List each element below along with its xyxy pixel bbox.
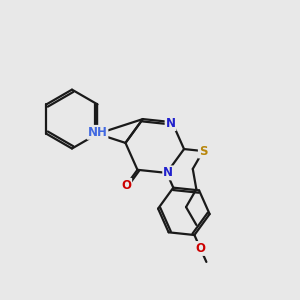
Text: S: S: [199, 145, 207, 158]
Text: O: O: [195, 242, 206, 255]
Text: O: O: [121, 179, 131, 192]
Text: NH: NH: [88, 126, 107, 139]
Text: N: N: [163, 167, 173, 179]
Text: N: N: [166, 117, 176, 130]
